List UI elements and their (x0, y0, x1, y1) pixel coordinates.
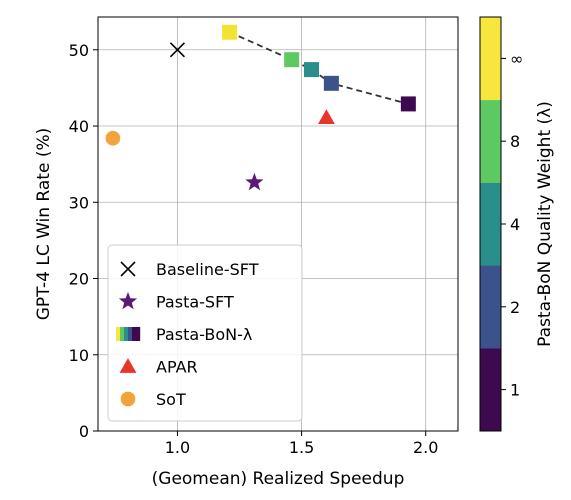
axis-ticks: 1.0 1.5 2.0 0 10 20 30 40 50 (69, 41, 439, 457)
point-pasta-bon-4 (400, 96, 416, 112)
point-pasta-bon-1 (284, 52, 300, 68)
legend-label-pasta-sft: Pasta-SFT (156, 293, 234, 312)
legend-marker-baseline-sft (120, 261, 136, 277)
point-pasta-bon-3 (323, 75, 339, 91)
colorbar-frame (479, 16, 502, 432)
legend-marker-sot (120, 391, 136, 407)
legend-marker-baseline-sft-stroke (120, 261, 136, 277)
point-pasta-bon-0 (222, 24, 238, 40)
legend-label-apar: APAR (156, 358, 198, 377)
y-tick-label: 50 (69, 41, 89, 60)
y-tick-label: 0 (79, 422, 89, 441)
colorbar: 1 2 4 8 ∞ (479, 16, 523, 432)
legend-swatch-pasta-bon (116, 327, 141, 341)
point-baseline-sft-0-stroke (169, 42, 186, 58)
y-tick-label: 10 (69, 346, 89, 365)
colorbar-segment (480, 348, 501, 432)
x-tick-label: 2.0 (413, 438, 438, 457)
legend-swatch-stripe (128, 327, 133, 341)
x-tick-label: 1.0 (165, 438, 190, 457)
point-pasta-sft-0 (245, 172, 264, 191)
y-tick-label: 40 (69, 117, 89, 136)
y-axis-label: GPT-4 LC Win Rate (%) (34, 128, 54, 321)
colorbar-segment (480, 17, 501, 101)
legend-swatch-stripe (132, 327, 137, 341)
legend-label-pasta-bon: Pasta-BoN-λ (156, 325, 252, 344)
colorbar-segment (480, 99, 501, 183)
y-tick-label: 30 (69, 193, 89, 212)
colorbar-segment (480, 182, 501, 266)
colorbar-label: Pasta-BoN Quality Weight (λ) (535, 101, 555, 347)
y-tick-label: 20 (69, 270, 89, 289)
plot-frame (97, 16, 459, 432)
data-markers (105, 24, 416, 191)
point-baseline-sft-0 (169, 42, 186, 58)
colorbar-tick-label: ∞ (510, 49, 523, 68)
colorbar-tick-label: 4 (510, 215, 520, 234)
colorbar-tick-label: 8 (510, 132, 520, 151)
point-pasta-bon-2 (304, 62, 320, 78)
legend-swatch-stripe (136, 327, 141, 341)
legend-marker-pasta-sft (118, 291, 138, 310)
legend-swatch-stripe (116, 327, 121, 341)
colorbar-segment (480, 265, 501, 349)
legend: Baseline-SFT Pasta-SFT Pasta-BoN-λ APAR SoT (107, 244, 303, 422)
x-tick-label: 1.5 (289, 438, 314, 457)
legend-label-baseline-sft: Baseline-SFT (156, 260, 259, 279)
legend-box (107, 244, 303, 422)
colorbar-tick-label: 2 (510, 298, 520, 317)
legend-swatch-stripe (120, 327, 125, 341)
point-sot-0 (105, 130, 121, 146)
legend-label-sot: SoT (156, 390, 186, 409)
colorbar-tick-label: 1 (510, 381, 520, 400)
x-axis-label: (Geomean) Realized Speedup (152, 469, 405, 489)
legend-swatch-stripe (124, 327, 129, 341)
point-apar-0 (318, 109, 335, 125)
legend-marker-apar (119, 358, 137, 373)
